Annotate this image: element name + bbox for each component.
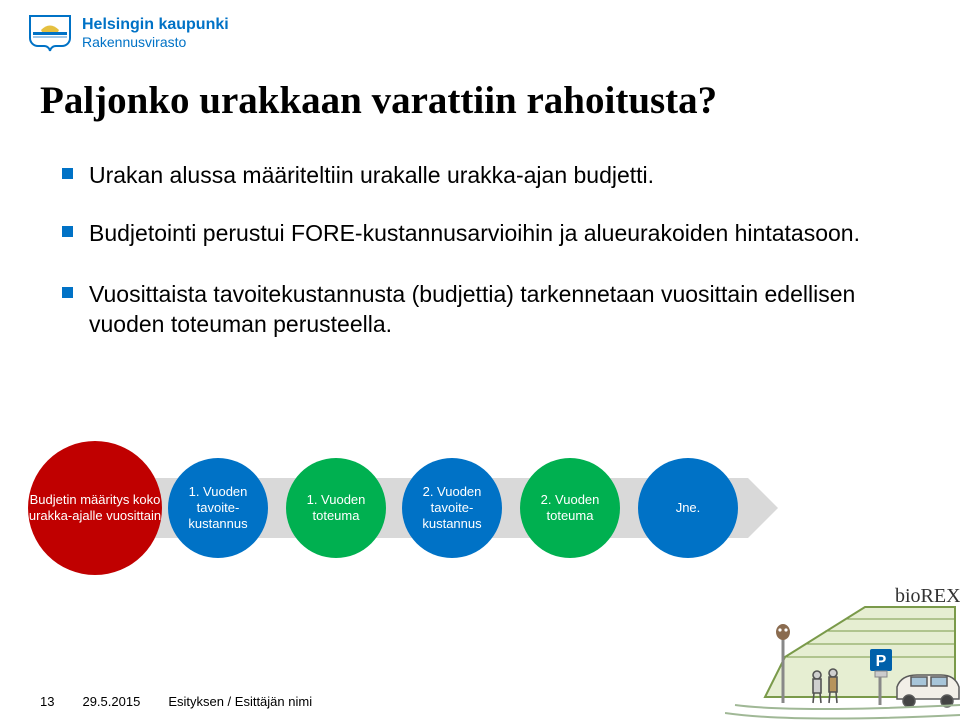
org-text: Helsingin kaupunki Rakennusvirasto bbox=[82, 16, 229, 50]
bullet-text: Urakan alussa määriteltiin urakalle urak… bbox=[89, 160, 654, 190]
parking-sign: P bbox=[876, 653, 887, 670]
org-name: Helsingin kaupunki bbox=[82, 16, 229, 34]
page-number: 13 bbox=[40, 694, 54, 709]
flow-node: 2. Vuoden toteuma bbox=[520, 458, 620, 558]
bullet-item: Urakan alussa määriteltiin urakalle urak… bbox=[62, 160, 892, 190]
header: Helsingin kaupunki Rakennusvirasto bbox=[28, 14, 229, 52]
footer-date: 29.5.2015 bbox=[82, 694, 140, 709]
process-flow: Budjetin määritys koko urakka-ajalle vuo… bbox=[28, 438, 788, 583]
bullet-text: Budjetointi perustui FORE-kustannusarvio… bbox=[89, 218, 860, 248]
helsinki-crest-icon bbox=[28, 14, 72, 52]
bullet-square-icon bbox=[62, 226, 73, 237]
slide-footer: 13 29.5.2015 Esityksen / Esittäjän nimi bbox=[40, 694, 312, 709]
bullet-square-icon bbox=[62, 168, 73, 179]
bullet-list: Urakan alussa määriteltiin urakalle urak… bbox=[62, 160, 892, 367]
city-illustration-icon: bioREX P bbox=[725, 547, 960, 727]
flow-node: 1. Vuoden toteuma bbox=[286, 458, 386, 558]
flow-node: Jne. bbox=[638, 458, 738, 558]
org-sub: Rakennusvirasto bbox=[82, 34, 229, 50]
bullet-item: Vuosittaista tavoitekustannusta (budjett… bbox=[62, 279, 892, 340]
flow-node: 2. Vuoden tavoite-kustannus bbox=[402, 458, 502, 558]
flow-node: Budjetin määritys koko urakka-ajalle vuo… bbox=[28, 441, 162, 575]
bullet-text: Vuosittaista tavoitekustannusta (budjett… bbox=[89, 279, 892, 340]
building-sign: bioREX bbox=[895, 585, 960, 607]
slide-title: Paljonko urakkaan varattiin rahoitusta? bbox=[40, 78, 717, 123]
flow-node: 1. Vuoden tavoite-kustannus bbox=[168, 458, 268, 558]
bullet-square-icon bbox=[62, 287, 73, 298]
footer-meta: Esityksen / Esittäjän nimi bbox=[168, 694, 312, 709]
bullet-item: Budjetointi perustui FORE-kustannusarvio… bbox=[62, 218, 892, 248]
